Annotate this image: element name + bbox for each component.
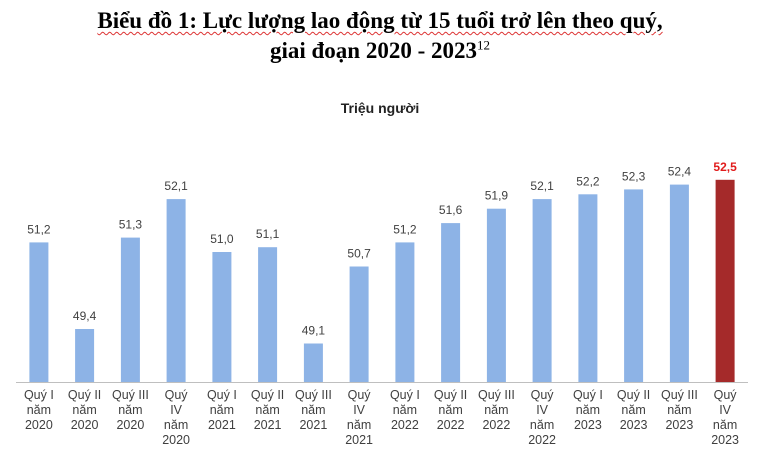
x-tick-label: năm: [393, 403, 417, 417]
x-tick-label: năm: [210, 403, 234, 417]
x-tick-label: IV: [353, 403, 365, 417]
x-tick-label: năm: [438, 403, 462, 417]
bar: [212, 252, 232, 382]
x-tick-label: Quý II: [617, 388, 650, 402]
x-tick-label: năm: [27, 403, 51, 417]
x-tick-label: năm: [118, 403, 142, 417]
x-tick-label: Quý I: [573, 388, 603, 402]
x-tick-label: 2022: [437, 418, 465, 432]
x-tick-label: 2021: [254, 418, 282, 432]
bar: [258, 247, 278, 382]
bar-value-label: 51,0: [210, 232, 234, 246]
x-tick-label: năm: [255, 403, 279, 417]
bar-value-label: 49,4: [73, 309, 97, 323]
bar: [532, 199, 552, 382]
x-tick-label: năm: [713, 418, 737, 432]
x-tick-label: năm: [621, 403, 645, 417]
x-tick-label: Quý II: [68, 388, 101, 402]
x-tick-label: Quý: [531, 388, 555, 402]
x-tick-label: Quý III: [112, 388, 149, 402]
bar: [166, 199, 186, 382]
bar: [624, 189, 644, 382]
bar: [29, 242, 49, 382]
x-tick-label: Quý: [714, 388, 738, 402]
x-tick-label: Quý II: [434, 388, 467, 402]
x-tick-label: Quý III: [661, 388, 698, 402]
bar-value-label: 52,1: [164, 179, 188, 193]
x-tick-label: năm: [667, 403, 691, 417]
bar-value-label: 51,2: [27, 222, 51, 236]
bar-value-label: 51,3: [119, 218, 143, 232]
bar-value-label: 49,1: [302, 324, 326, 338]
x-tick-label: Quý III: [478, 388, 515, 402]
x-tick-label: năm: [72, 403, 96, 417]
x-tick-label: 2021: [208, 418, 236, 432]
bar-value-label: 51,9: [485, 189, 509, 203]
bar: [669, 184, 689, 382]
bar-value-label: 51,1: [256, 227, 280, 241]
x-tick-label: năm: [301, 403, 325, 417]
bar: [486, 208, 506, 382]
bar-value-label: 51,6: [439, 203, 463, 217]
chart-title-line-1: Biểu đồ 1: Lực lượng lao động từ 15 tuổi…: [97, 8, 663, 33]
x-tick-label: năm: [576, 403, 600, 417]
x-tick-label: 2023: [620, 418, 648, 432]
bar: [349, 266, 369, 382]
x-tick-label: 2020: [116, 418, 144, 432]
x-tick-label: 2021: [345, 433, 373, 447]
x-tick-label: 2020: [162, 433, 190, 447]
bar-value-label: 52,1: [530, 179, 554, 193]
x-tick-label: 2021: [299, 418, 327, 432]
x-tick-label: năm: [530, 418, 554, 432]
x-tick-label: Quý I: [390, 388, 420, 402]
bar-value-label: 51,2: [393, 222, 417, 236]
bar: [395, 242, 415, 382]
bar-value-label: 50,7: [347, 247, 371, 261]
x-tick-label: Quý: [348, 388, 372, 402]
x-tick-label: Quý: [165, 388, 189, 402]
x-tick-label: Quý III: [295, 388, 332, 402]
x-tick-label: IV: [170, 403, 182, 417]
x-tick-label: 2020: [71, 418, 99, 432]
title-footnote-marker: 12: [477, 37, 491, 53]
bar: [715, 179, 735, 382]
bar: [441, 223, 461, 382]
x-tick-label: 2022: [391, 418, 419, 432]
x-tick-label: năm: [347, 418, 371, 432]
x-tick-label: Quý II: [251, 388, 284, 402]
x-tick-label: 2020: [25, 418, 53, 432]
bar-value-label: 52,5: [713, 160, 737, 174]
x-tick-label: 2023: [574, 418, 602, 432]
bar: [303, 343, 323, 382]
x-tick-label: 2022: [528, 433, 556, 447]
x-tick-label: 2022: [482, 418, 510, 432]
bar-value-label: 52,2: [576, 174, 600, 188]
bar: [578, 194, 598, 382]
x-tick-label: IV: [536, 403, 548, 417]
x-tick-label: năm: [484, 403, 508, 417]
x-tick-label: Quý I: [207, 388, 237, 402]
x-tick-label: 2023: [711, 433, 739, 447]
chart-title-line-2: giai đoạn 2020 - 202312: [0, 36, 760, 66]
y-unit-label: Triệu người: [340, 100, 420, 116]
bar: [120, 237, 140, 382]
x-tick-label: 2023: [665, 418, 693, 432]
chart-title: Biểu đồ 1: Lực lượng lao động từ 15 tuổi…: [0, 6, 760, 66]
chart-title-line-2-text: giai đoạn 2020 - 2023: [269, 38, 478, 63]
bar-value-label: 52,4: [668, 165, 692, 179]
x-tick-label: năm: [164, 418, 188, 432]
bar-value-label: 52,3: [622, 169, 646, 183]
bar: [75, 329, 95, 382]
x-tick-label: Quý I: [24, 388, 54, 402]
x-tick-label: IV: [719, 403, 731, 417]
